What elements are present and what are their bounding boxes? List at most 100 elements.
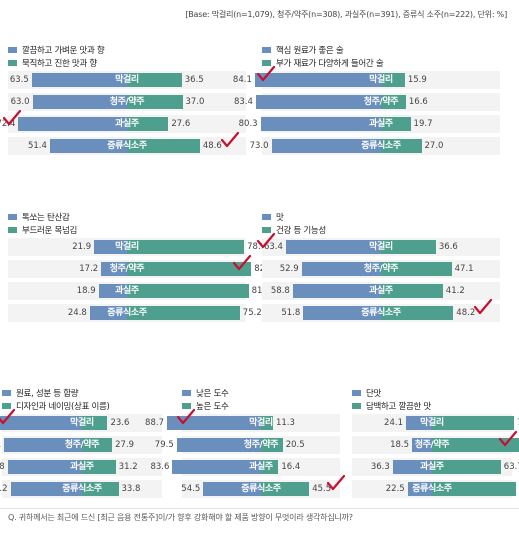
value-label-left: 84.1 [232,75,252,85]
value-label-right: 47.1 [454,264,474,274]
legend-swatch [262,46,271,53]
value-label-right: 48.6 [202,141,222,151]
legend-label: 깔끔하고 가벼운 맛과 향 [22,45,105,56]
legend-label: 핵심 원료가 좋은 술 [276,45,344,56]
value-label-left: 24.1 [384,418,403,428]
legend-label: 원료, 성분 등 함량 [16,388,79,399]
legend-label: 높은 도수 [196,401,229,412]
bar-핵심 원료가 좋은 술 [254,73,381,87]
value-label-left: 88.7 [145,418,164,428]
value-label-left: 79.5 [154,440,174,450]
value-label-left: 58.8 [270,286,290,296]
bar-부가 재료가 다양하게 들어간 술 [381,73,405,87]
value-label-left: 18.9 [76,286,96,296]
bar-깔끔하고 가벼운 맛과 향 [18,117,127,131]
legend-item: 단맛 [352,386,431,399]
category-label: 증류식소주 [361,141,401,151]
bar-원료, 성분 등 함량 [0,416,82,430]
bar-담백하고 깔끔한 맛 [432,416,514,430]
category-label: 막걸리 [369,242,393,252]
bar-낮은 도수 [176,438,261,452]
legend-swatch [182,389,191,396]
bar-건강 등 기능성 [381,306,454,320]
legend-item: 깔끔하고 가벼운 맛과 향 [8,43,105,56]
value-label-right: 27.9 [115,440,135,450]
value-label-right: 33.8 [121,484,141,494]
bar-원료, 성분 등 함량 [10,482,82,496]
legend-swatch [182,402,191,409]
bar-담백하고 깔끔한 맛 [432,482,516,496]
category-label: 과실주 [420,462,444,472]
chart-panel-2: 핵심 원료가 좋은 술 부가 재료가 다양하게 들어간 술 84.1 15.9 막걸리 8… [233,43,500,161]
category-label: 막걸리 [70,418,94,428]
bar-톡쏘는 탄산감 [101,262,127,276]
value-label-left: 66.2 [0,484,8,494]
value-label-left: 18.5 [390,440,410,450]
check-mark-icon [220,131,240,149]
legend-label: 낮은 도수 [196,388,229,399]
value-label-right: 11.3 [275,418,295,428]
chart-legend: 핵심 원료가 좋은 술 부가 재료가 다양하게 들어간 술 [262,43,384,69]
chart-legend: 단맛 담백하고 깔끔한 맛 [352,386,431,412]
value-label-right: 75.2 [242,308,262,318]
bar-부드러운 목넘김 [127,284,249,298]
value-label-right: 23.6 [110,418,130,428]
value-label-left: 83.6 [150,462,170,472]
value-label-left: 17.2 [79,264,99,274]
bar-맛 [301,262,381,276]
legend-item: 원료, 성분 등 함량 [2,386,110,399]
bar-묵직하고 진한 맛과 향 [127,139,200,153]
category-label: 증류식소주 [412,484,452,494]
bar-핵심 원료가 좋은 술 [271,139,381,153]
bar-디자인과 네이밍(상표 이름) [82,438,113,452]
bar-부드러운 목넘김 [127,306,240,320]
bar-낮은 도수 [203,482,261,496]
value-label-left: 83.4 [233,97,253,107]
bar-톡쏘는 탄산감 [98,284,127,298]
legend-item: 담백하고 깔끔한 맛 [352,399,431,412]
value-label-right: 36.5 [184,75,204,85]
category-label: 청주/약주 [109,264,145,274]
value-label-right: 48.2 [456,308,476,318]
value-label-right: 78.1 [247,242,267,252]
category-label: 청주/약주 [109,97,145,107]
category-label: 막걸리 [249,418,273,428]
legend-item: 부가 재료가 다양하게 들어간 술 [262,56,384,69]
check-mark-icon [2,109,22,127]
bar-단맛 [392,460,432,474]
chart-legend: 깔끔하고 가벼운 맛과 향 묵직하고 진한 맛과 향 [8,43,105,69]
check-mark-icon [326,474,346,492]
bar-핵심 원료가 좋은 술 [260,117,381,131]
legend-item: 낮은 도수 [182,386,229,399]
check-mark-icon [0,408,16,426]
category-label: 과실주 [70,462,94,472]
base-note: [Base: 막걸리(n=1,079), 청주/약주(n=308), 과실주(n… [185,10,507,19]
legend-swatch [8,226,17,233]
bar-부가 재료가 다양하게 들어간 술 [381,139,422,153]
legend-item: 부드러운 목넘김 [8,223,77,236]
bar-부드러운 목넘김 [127,262,252,276]
legend-item: 핵심 원료가 좋은 술 [262,43,383,56]
category-label: 과실주 [369,286,393,296]
category-label: 과실주 [115,286,139,296]
value-label-right: 81.1 [252,284,271,298]
bar-담백하고 깔끔한 맛 [432,438,519,452]
value-label-left: 21.9 [72,242,92,252]
value-label-right: 45.5 [312,484,332,494]
chart-panel-1: 깔끔하고 가벼운 맛과 향 묵직하고 진한 맛과 향 63.5 36.5 막걸리 63.0… [0,43,246,161]
value-label-right: 20.5 [285,440,305,450]
legend-swatch [352,389,361,396]
category-label: 막걸리 [115,75,139,85]
legend-label: 디자인과 네이밍(상표 이름) [16,401,110,412]
category-label: 과실주 [369,119,393,129]
category-label: 막걸리 [420,418,444,428]
bar-디자인과 네이밍(상표 이름) [82,460,116,474]
bar-깔끔하고 가벼운 맛과 향 [32,95,127,109]
value-label-left: 24.8 [67,308,87,318]
legend-swatch [2,389,11,396]
legend-swatch [8,59,17,66]
bar-맛 [285,240,381,254]
bar-담백하고 깔끔한 맛 [432,460,501,474]
